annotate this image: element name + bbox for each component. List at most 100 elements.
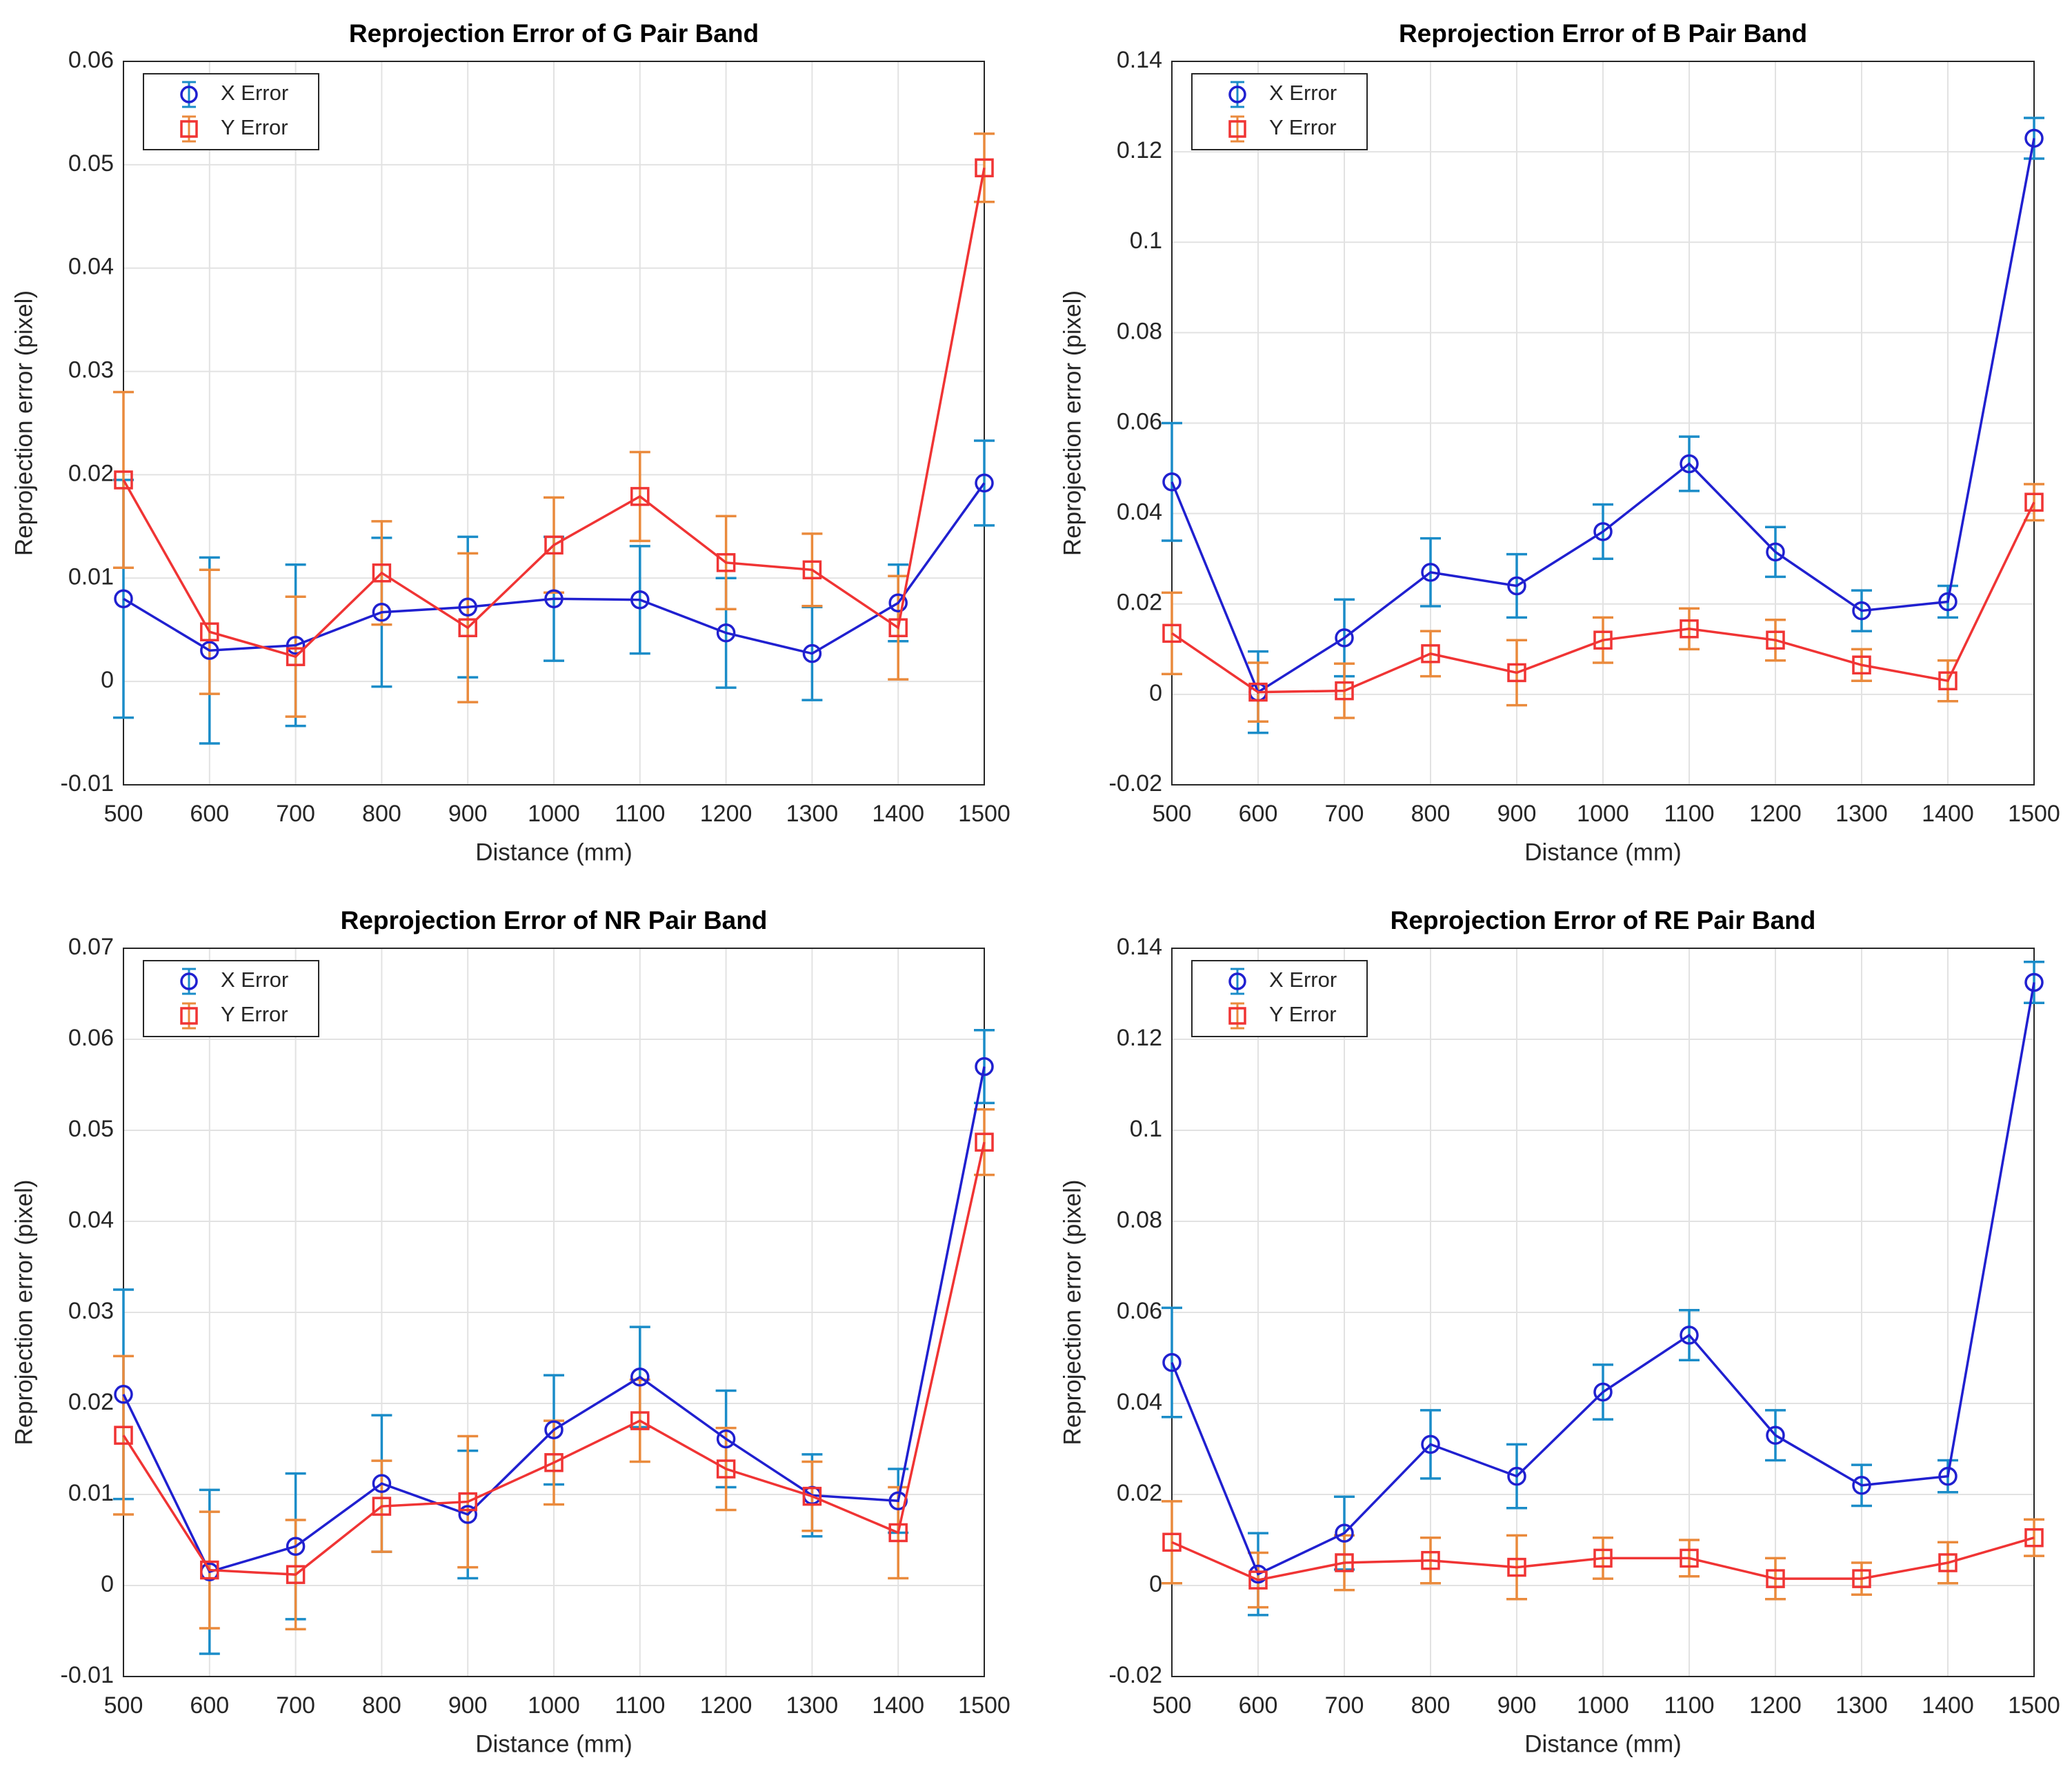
legend-marker bbox=[180, 1007, 198, 1025]
marker bbox=[286, 647, 306, 666]
x-tick-label: 800 bbox=[1411, 1692, 1451, 1719]
legend-label: Y Error bbox=[221, 115, 288, 139]
marker bbox=[2024, 492, 2044, 512]
x-tick-label: 800 bbox=[1411, 801, 1451, 827]
marker bbox=[1852, 655, 1871, 675]
marker bbox=[716, 623, 736, 643]
marker bbox=[2024, 1528, 2044, 1548]
y-axis-label: Reprojection error (pixel) bbox=[1059, 1179, 1086, 1445]
x-tick-label: 1000 bbox=[1577, 1692, 1629, 1719]
x-tick-label: 600 bbox=[1239, 1692, 1278, 1719]
marker bbox=[975, 473, 994, 493]
marker bbox=[1938, 671, 1958, 690]
marker bbox=[458, 1492, 477, 1512]
x-axis-label: Distance (mm) bbox=[475, 839, 632, 866]
x-axis-label: Distance (mm) bbox=[1524, 839, 1682, 866]
marker bbox=[200, 1560, 219, 1580]
marker bbox=[888, 1491, 908, 1510]
x-tick-label: 800 bbox=[362, 1692, 401, 1719]
marker bbox=[1421, 563, 1440, 582]
marker bbox=[1162, 1352, 1182, 1372]
chart-title: Reprojection Error of NR Pair Band bbox=[341, 906, 768, 934]
marker bbox=[888, 593, 908, 613]
y-tick-label: 0.04 bbox=[68, 1207, 114, 1233]
y-tick-label: 0.03 bbox=[68, 1298, 114, 1324]
marker bbox=[1852, 1569, 1871, 1588]
x-tick-label: 700 bbox=[276, 801, 315, 827]
y-tick-label: 0.06 bbox=[68, 47, 114, 73]
x-tick-label: 1000 bbox=[528, 1692, 580, 1719]
marker bbox=[1507, 1466, 1526, 1486]
y-tick-label: 0.05 bbox=[68, 150, 114, 177]
legend-box bbox=[1191, 73, 1368, 150]
marker bbox=[1248, 1570, 1268, 1590]
marker bbox=[630, 590, 650, 610]
chart-title: Reprojection Error of G Pair Band bbox=[349, 19, 759, 48]
marker bbox=[1335, 628, 1354, 648]
x-tick-label: 1300 bbox=[1835, 1692, 1888, 1719]
error-bar bbox=[2024, 117, 2044, 160]
chart-panel: 500 600 700 800 900 1000 1100 1200 1300 1400 1500 -… bbox=[10, 906, 1010, 1757]
marker bbox=[1766, 1425, 1785, 1445]
legend-marker bbox=[180, 972, 198, 990]
x-tick-label: 1500 bbox=[958, 1692, 1010, 1719]
x-axis-label: Distance (mm) bbox=[475, 1730, 632, 1757]
x-tick-label: 1500 bbox=[2008, 1692, 2060, 1719]
y-tick-label: 0.01 bbox=[68, 563, 114, 590]
marker bbox=[716, 1459, 736, 1479]
y-tick-label: 0.02 bbox=[1117, 590, 1162, 616]
y-tick-label: -0.02 bbox=[1109, 770, 1163, 797]
legend-label: Y Error bbox=[1269, 115, 1337, 139]
marker bbox=[1680, 619, 1699, 639]
y-tick-label: 0 bbox=[1149, 680, 1162, 706]
chart-title: Reprojection Error of RE Pair Band bbox=[1391, 906, 1816, 934]
marker bbox=[1335, 1523, 1354, 1543]
x-tick-label: 1500 bbox=[958, 801, 1010, 827]
y-tick-label: 0.01 bbox=[68, 1480, 114, 1506]
x-tick-label: 600 bbox=[190, 801, 229, 827]
marker bbox=[888, 1523, 908, 1543]
marker bbox=[888, 618, 908, 637]
x-tick-label: 900 bbox=[1497, 801, 1537, 827]
x-tick-label: 500 bbox=[1153, 1692, 1192, 1719]
marker bbox=[716, 553, 736, 572]
marker bbox=[802, 643, 822, 663]
series-line bbox=[122, 168, 986, 659]
series-line bbox=[1171, 138, 2035, 694]
x-tick-label: 1200 bbox=[700, 801, 753, 827]
y-tick-label: 0.04 bbox=[1117, 1389, 1162, 1415]
legend-label: X Error bbox=[1269, 81, 1337, 105]
marker bbox=[1335, 681, 1354, 701]
marker bbox=[1162, 472, 1182, 492]
x-tick-label: 1200 bbox=[1749, 1692, 1802, 1719]
marker bbox=[975, 1132, 994, 1152]
marker bbox=[1507, 1557, 1526, 1577]
y-tick-label: 0.03 bbox=[68, 357, 114, 383]
y-tick-label: 0.06 bbox=[68, 1025, 114, 1051]
series-line bbox=[1171, 1537, 2035, 1581]
series-line bbox=[1171, 982, 2035, 1576]
x-tick-label: 600 bbox=[190, 1692, 229, 1719]
y-tick-label: -0.01 bbox=[61, 770, 114, 797]
marker bbox=[1593, 1548, 1613, 1568]
marker bbox=[114, 1425, 133, 1445]
y-tick-label: 0 bbox=[101, 667, 114, 693]
marker bbox=[975, 158, 994, 178]
legend-marker bbox=[1228, 972, 1246, 990]
x-tick-label: 500 bbox=[104, 1692, 143, 1719]
x-tick-label: 1300 bbox=[786, 1692, 839, 1719]
marker bbox=[1248, 682, 1268, 702]
x-tick-label: 1200 bbox=[700, 1692, 753, 1719]
marker bbox=[372, 1474, 392, 1493]
marker bbox=[975, 1057, 994, 1077]
marker bbox=[372, 563, 392, 583]
x-axis-label: Distance (mm) bbox=[1524, 1730, 1682, 1757]
chart-title: Reprojection Error of B Pair Band bbox=[1399, 19, 1807, 48]
marker bbox=[114, 1385, 133, 1404]
marker bbox=[2024, 128, 2044, 148]
marker bbox=[1766, 1569, 1785, 1588]
marker bbox=[1593, 522, 1613, 541]
x-tick-label: 1400 bbox=[1922, 1692, 1974, 1719]
marker bbox=[200, 641, 219, 660]
marker bbox=[372, 1497, 392, 1516]
